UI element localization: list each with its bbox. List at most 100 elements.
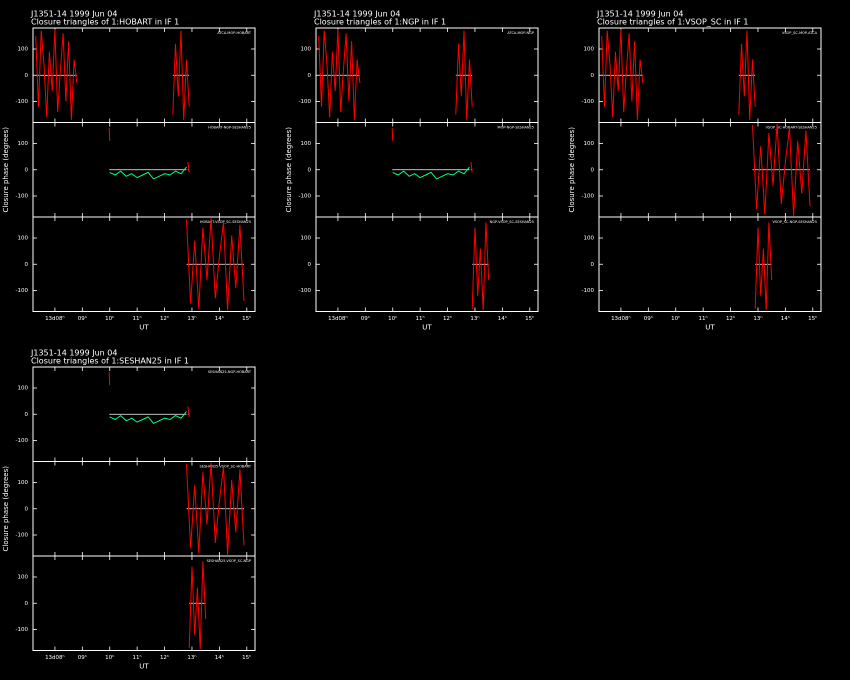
closure-phase-line <box>601 29 644 120</box>
panel-frame <box>598 216 822 312</box>
triangle-label: SESHAN25-NGP-HOBART <box>208 370 252 374</box>
x-tick-label: 15ʰ <box>808 315 817 322</box>
x-tick-label: 11ʰ <box>133 315 142 322</box>
triangle-label: MOP-NGP-SESHAN25 <box>498 126 534 130</box>
closure-phase-line <box>186 462 245 555</box>
closure-phase-line <box>752 123 811 216</box>
x-tick-label: 09ʰ <box>361 315 370 322</box>
x-axis-label: UT <box>139 324 149 332</box>
triangle-label: SESHAN25-VSOP_SC-NGP <box>207 559 251 563</box>
x-tick-label: 12ʰ <box>160 654 169 661</box>
closure-phase-line <box>186 218 245 311</box>
closure-phase-line <box>187 406 190 417</box>
x-tick-label: 15ʰ <box>242 654 251 661</box>
y-axis-label: Closure phase (degrees) <box>2 127 10 213</box>
y-tick-label: 100 <box>584 236 595 242</box>
closure-phase-line <box>187 161 190 173</box>
y-tick-label: 0 <box>308 73 312 79</box>
y-tick-label: 100 <box>584 47 595 53</box>
x-tick-label: 13ʰ <box>753 315 762 322</box>
y-tick-label: 0 <box>25 73 29 79</box>
triangle-label: VSOP_SC-NGP-SESHAN25 <box>772 220 817 224</box>
y-tick-label: 100 <box>18 575 29 581</box>
y-tick-label: 0 <box>591 73 595 79</box>
x-tick-label: 10ʰ <box>105 315 114 322</box>
closure-phase-line <box>470 161 473 173</box>
x-tick-label: 11ʰ <box>133 654 142 661</box>
chart-title: J1351-14 1999 Jun 04 <box>313 10 400 19</box>
y-tick-label: 0 <box>308 167 312 173</box>
closure-phase-line <box>35 29 78 120</box>
y-tick-label: 0 <box>25 262 29 268</box>
closure-phase-line <box>108 127 111 141</box>
x-tick-label: 13ʰ <box>470 315 479 322</box>
y-tick-label: 100 <box>18 141 29 147</box>
y-tick-label: 0 <box>591 167 595 173</box>
chart-subtitle: Closure triangles of 1:SESHAN25 in IF 1 <box>31 357 189 366</box>
y-tick-label: -100 <box>16 288 29 294</box>
x-tick-label: 14ʰ <box>215 654 224 661</box>
y-tick-label: -100 <box>299 99 312 105</box>
panel-frame <box>32 555 256 651</box>
y-tick-label: 100 <box>18 47 29 53</box>
closure-phase-line <box>172 30 190 120</box>
triangle-label: ATCA-MOP-HOBART <box>217 31 252 35</box>
x-tick-label: 15ʰ <box>525 315 534 322</box>
closure-phase-line <box>109 166 187 180</box>
chart-subtitle: Closure triangles of 1:NGP in IF 1 <box>314 18 446 27</box>
closure-phase-line <box>392 166 470 180</box>
closure-phase-line <box>108 372 111 386</box>
y-tick-label: 100 <box>301 141 312 147</box>
triangle-label: ATCA-MOP-NGP <box>507 31 534 35</box>
x-tick-label: 13ʰ <box>187 654 196 661</box>
triangle-label: HOBART-VSOP_SC-SESHAN25 <box>200 220 251 224</box>
x-tick-label: 13d08ʰ <box>45 654 65 661</box>
x-tick-label: 14ʰ <box>781 315 790 322</box>
y-tick-label: 0 <box>25 506 29 512</box>
closure-phase-line <box>754 222 773 311</box>
x-tick-label: 10ʰ <box>388 315 397 322</box>
y-tick-label: 0 <box>25 167 29 173</box>
closure-phase-line <box>109 411 187 425</box>
closure-phase-line <box>738 30 756 120</box>
x-tick-label: 10ʰ <box>105 654 114 661</box>
y-tick-label: -100 <box>582 194 595 200</box>
y-tick-label: 100 <box>301 236 312 242</box>
x-tick-label: 11ʰ <box>416 315 425 322</box>
y-tick-label: 100 <box>18 386 29 392</box>
x-tick-label: 14ʰ <box>498 315 507 322</box>
y-tick-label: 100 <box>584 141 595 147</box>
y-axis-label: Closure phase (degrees) <box>285 127 293 213</box>
chart-title: J1351-14 1999 Jun 04 <box>30 349 117 358</box>
x-tick-label: 13d08ʰ <box>611 315 631 322</box>
y-tick-label: 0 <box>308 262 312 268</box>
x-axis-label: UT <box>705 324 715 332</box>
x-tick-label: 09ʰ <box>78 654 87 661</box>
x-tick-label: 10ʰ <box>671 315 680 322</box>
x-tick-label: 11ʰ <box>699 315 708 322</box>
triangle-label: VSOP_SC-MOP-ATCA <box>782 31 818 35</box>
closure-phase-line <box>455 30 473 120</box>
x-axis-label: UT <box>139 663 149 671</box>
chart-title: J1351-14 1999 Jun 04 <box>30 10 117 19</box>
x-tick-label: 12ʰ <box>160 315 169 322</box>
closure-phase-line <box>318 29 361 120</box>
chart-subtitle: Closure triangles of 1:VSOP_SC in IF 1 <box>597 18 748 27</box>
closure-phase-line <box>471 222 490 311</box>
y-tick-label: -100 <box>299 288 312 294</box>
y-tick-label: 100 <box>18 480 29 486</box>
y-tick-label: 0 <box>591 262 595 268</box>
triangle-label: VSOP_SC-HOBART-SESHAN25 <box>766 126 817 130</box>
chart-title: J1351-14 1999 Jun 04 <box>596 10 683 19</box>
triangle-label: NGP-VSOP_SC-SESHAN25 <box>490 220 534 224</box>
closure-phase-line <box>391 127 394 141</box>
y-tick-label: -100 <box>582 99 595 105</box>
x-tick-label: 13ʰ <box>187 315 196 322</box>
y-tick-label: -100 <box>299 194 312 200</box>
y-tick-label: 100 <box>301 47 312 53</box>
y-tick-label: -100 <box>16 99 29 105</box>
closure-phase-line <box>188 561 207 650</box>
x-tick-label: 13d08ʰ <box>328 315 348 322</box>
triangle-label: HOBART-NGP-SESHAN25 <box>208 126 251 130</box>
